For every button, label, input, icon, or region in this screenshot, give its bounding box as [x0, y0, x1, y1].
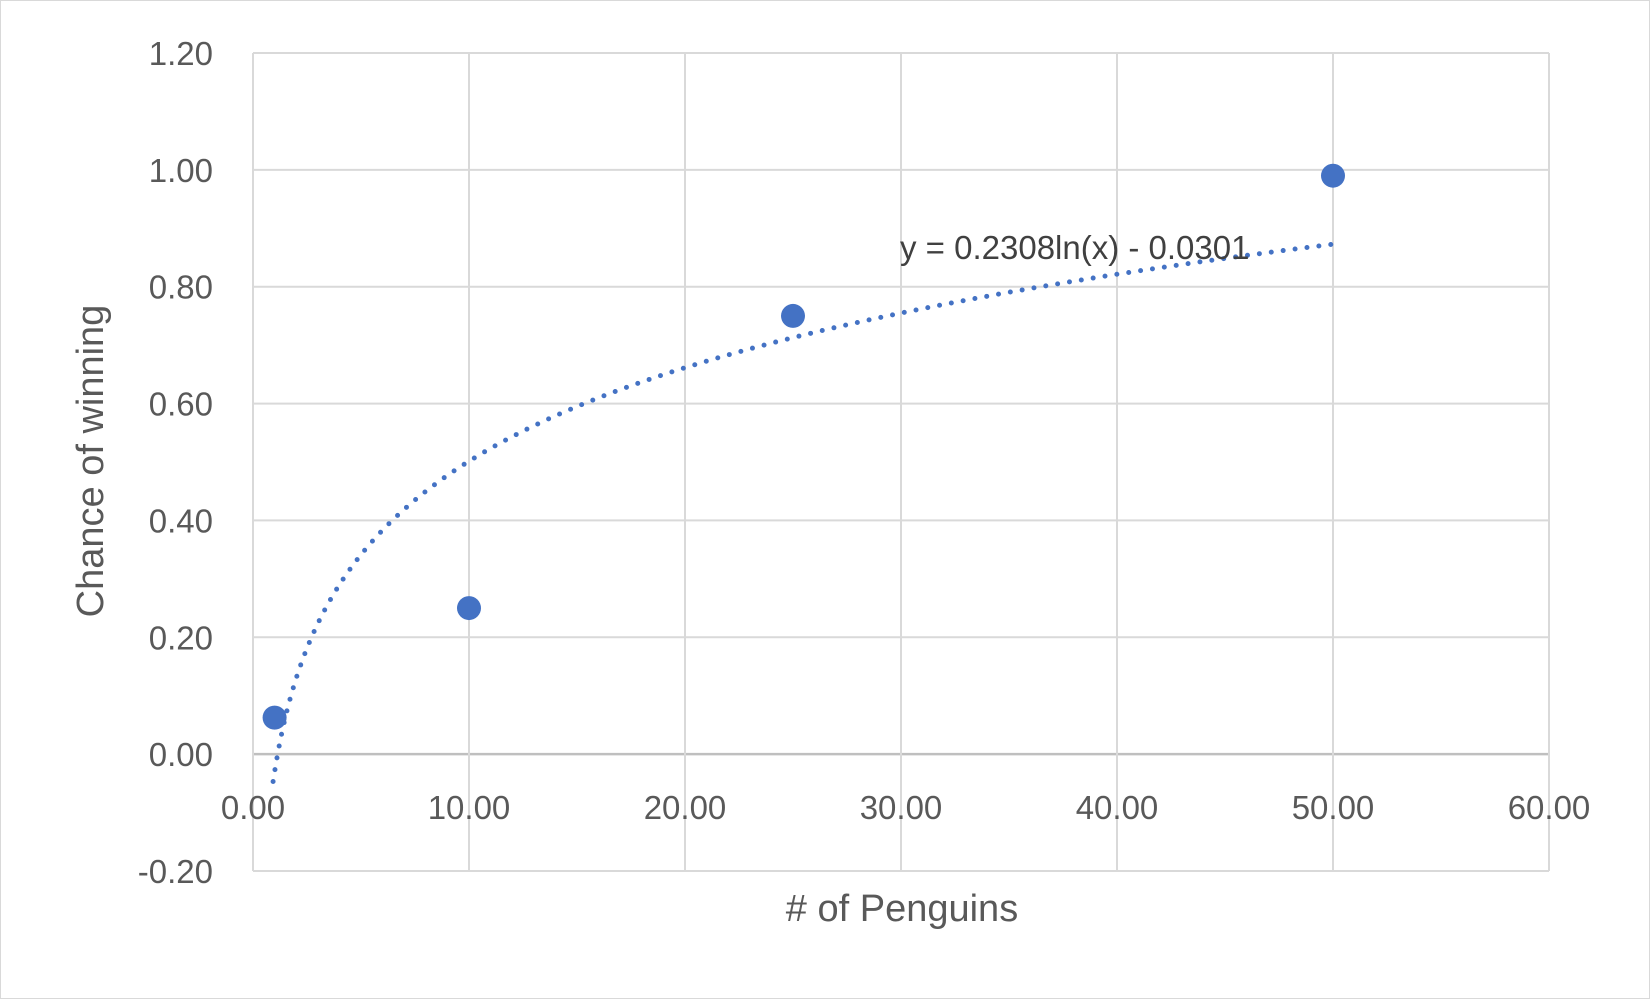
x-tick-label: 30.00	[860, 789, 943, 826]
x-tick-label: 40.00	[1076, 789, 1159, 826]
data-point	[457, 596, 481, 621]
y-tick-label: 1.00	[149, 152, 213, 189]
y-tick-label: -0.20	[138, 853, 213, 890]
data-points	[262, 163, 1345, 730]
x-tick-label: 20.00	[644, 789, 727, 826]
data-point	[781, 303, 805, 328]
y-tick-label: 0.20	[149, 619, 213, 656]
y-tick-label: 0.60	[149, 386, 213, 423]
y-tick-labels: -0.20 0.00 0.20 0.40 0.60 0.80 1.00 1.20	[138, 35, 213, 890]
gridlines	[252, 52, 1550, 872]
x-tick-label: 10.00	[428, 789, 511, 826]
data-point	[262, 705, 287, 730]
trendline	[270, 241, 1336, 785]
x-tick-label: 50.00	[1292, 789, 1375, 826]
x-tick-label: 60.00	[1508, 789, 1591, 826]
y-tick-label: 0.00	[149, 736, 213, 773]
y-tick-label: 0.40	[149, 502, 213, 539]
data-point	[1321, 163, 1345, 188]
trendline-equation: y = 0.2308ln(x) - 0.0301	[900, 229, 1249, 266]
x-tick-labels: 0.00 10.00 20.00 30.00 40.00 50.00 60.00	[221, 789, 1590, 826]
x-tick-label: 0.00	[221, 789, 285, 826]
y-axis-title: Chance of winning	[70, 305, 112, 618]
x-axis-title: # of Penguins	[786, 888, 1018, 930]
y-tick-label: 1.20	[149, 35, 213, 72]
y-tick-label: 0.80	[149, 269, 213, 306]
